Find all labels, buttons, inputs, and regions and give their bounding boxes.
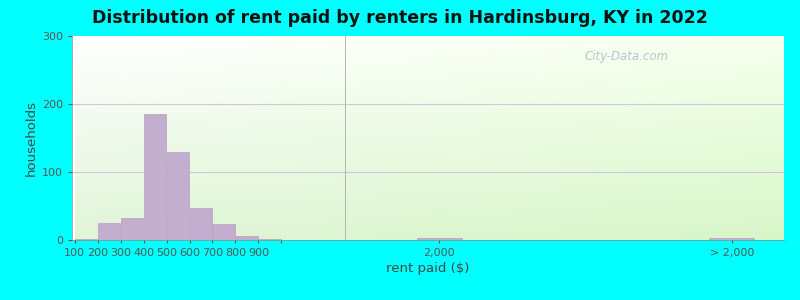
Bar bbox=[190, 208, 212, 240]
Bar bbox=[235, 236, 258, 240]
Bar bbox=[121, 218, 143, 240]
Bar bbox=[74, 238, 97, 240]
Bar bbox=[143, 114, 166, 240]
Bar bbox=[98, 223, 120, 240]
X-axis label: rent paid ($): rent paid ($) bbox=[386, 262, 470, 275]
Text: Distribution of rent paid by renters in Hardinsburg, KY in 2022: Distribution of rent paid by renters in … bbox=[92, 9, 708, 27]
Text: City-Data.com: City-Data.com bbox=[585, 50, 669, 63]
Y-axis label: households: households bbox=[25, 100, 38, 176]
Bar bbox=[258, 238, 281, 240]
Bar bbox=[166, 152, 189, 240]
Bar bbox=[213, 224, 235, 240]
Bar bbox=[417, 238, 462, 240]
Bar bbox=[710, 238, 754, 240]
